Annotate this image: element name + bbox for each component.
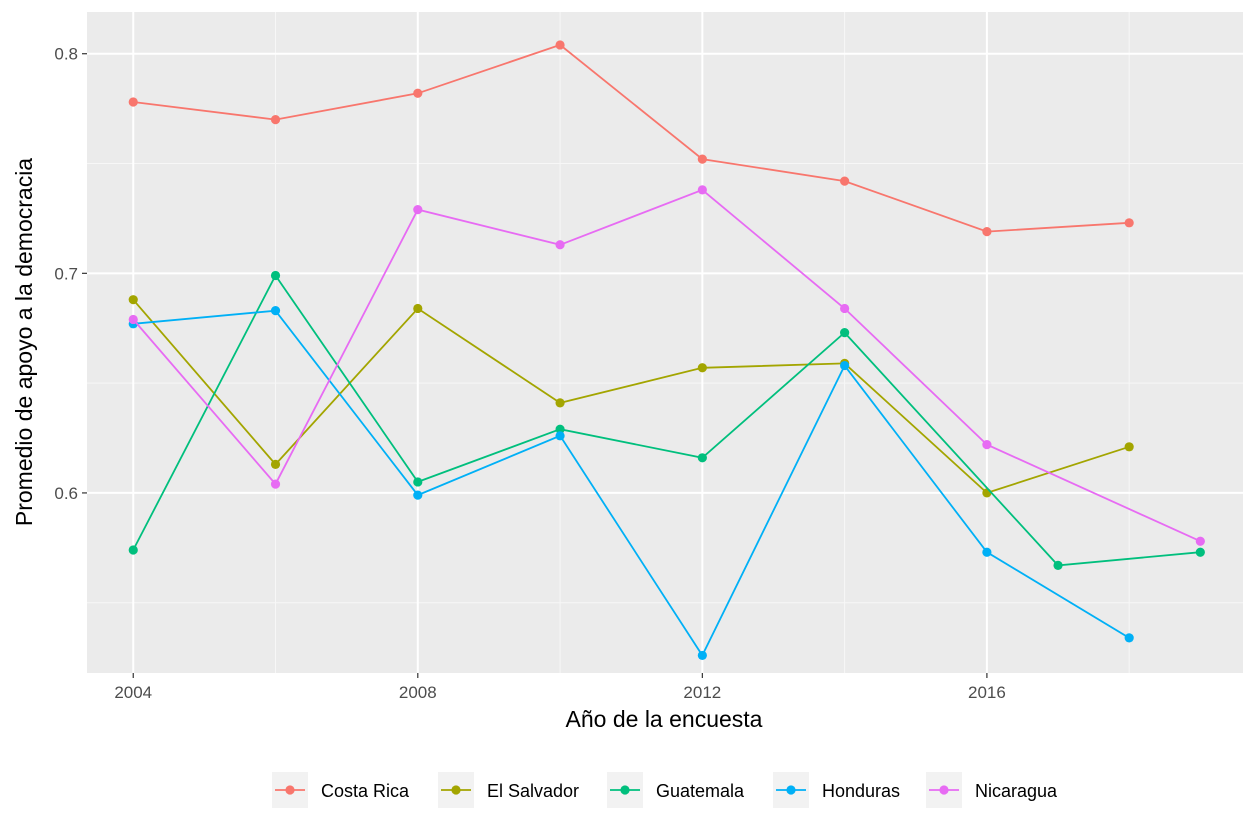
data-point-guatemala bbox=[1053, 560, 1063, 570]
data-point-costa-rica bbox=[413, 88, 423, 98]
data-point-costa-rica bbox=[697, 154, 707, 164]
data-point-el-salvador bbox=[555, 398, 565, 408]
x-axis: 2004 2008 2012 2016 bbox=[114, 673, 1006, 702]
data-point-costa-rica bbox=[1124, 218, 1134, 228]
y-tick-label: 0.7 bbox=[54, 264, 78, 283]
data-point-guatemala bbox=[413, 477, 423, 487]
y-tick-label: 0.6 bbox=[54, 484, 78, 503]
data-point-honduras bbox=[555, 431, 565, 441]
legend-label-costa-rica: Costa Rica bbox=[321, 781, 410, 801]
data-point-honduras bbox=[270, 306, 281, 316]
data-point-el-salvador bbox=[1124, 442, 1134, 452]
plot-panel bbox=[87, 12, 1243, 673]
data-point-nicaragua bbox=[697, 185, 707, 195]
legend-key-point-honduras bbox=[786, 785, 796, 795]
data-point-costa-rica bbox=[840, 176, 850, 186]
x-tick-label: 2004 bbox=[114, 683, 152, 702]
data-point-honduras bbox=[413, 490, 423, 500]
data-point-el-salvador bbox=[128, 295, 138, 305]
data-point-el-salvador bbox=[697, 363, 707, 373]
data-point-costa-rica bbox=[982, 227, 992, 237]
series-layer bbox=[128, 40, 1205, 661]
data-point-guatemala bbox=[840, 328, 850, 338]
legend-label-guatemala: Guatemala bbox=[656, 781, 745, 801]
y-axis-title: Promedio de apoyo a la democracia bbox=[11, 158, 37, 526]
legend-key-point-guatemala bbox=[620, 785, 630, 795]
data-point-costa-rica bbox=[128, 97, 138, 107]
series-line-nicaragua bbox=[132, 188, 1201, 543]
data-point-nicaragua bbox=[840, 303, 850, 314]
series-line-honduras bbox=[133, 309, 1130, 658]
data-point-nicaragua bbox=[1195, 536, 1205, 546]
data-point-guatemala bbox=[555, 424, 565, 434]
data-point-el-salvador bbox=[413, 303, 423, 314]
data-point-nicaragua bbox=[128, 314, 138, 325]
legend-label-honduras: Honduras bbox=[822, 781, 900, 801]
y-axis: 0.6 0.7 0.8 bbox=[54, 45, 87, 503]
legend-label-nicaragua: Nicaragua bbox=[975, 781, 1058, 801]
x-tick-label: 2016 bbox=[968, 683, 1006, 702]
legend-key-point-nicaragua bbox=[939, 785, 949, 795]
data-point-costa-rica bbox=[555, 40, 565, 50]
y-tick-label: 0.8 bbox=[54, 45, 78, 64]
data-point-nicaragua bbox=[413, 205, 423, 215]
data-point-guatemala bbox=[270, 270, 281, 281]
data-point-nicaragua bbox=[270, 479, 281, 489]
data-point-el-salvador bbox=[982, 488, 992, 498]
data-point-guatemala bbox=[128, 545, 138, 555]
legend: Costa Rica El Salvador Guatemala Honduras Ni… bbox=[272, 772, 1058, 808]
series-line-costa-rica bbox=[133, 43, 1130, 233]
legend-key-point-el-salvador bbox=[451, 785, 461, 795]
x-axis-title: Año de la encuesta bbox=[566, 706, 763, 732]
data-point-honduras bbox=[982, 547, 992, 557]
legend-label-el-salvador: El Salvador bbox=[487, 781, 579, 801]
data-point-guatemala bbox=[697, 453, 707, 463]
data-point-nicaragua bbox=[982, 440, 992, 450]
x-tick-label: 2012 bbox=[683, 683, 721, 702]
data-point-el-salvador bbox=[270, 459, 281, 469]
x-tick-label: 2008 bbox=[399, 683, 437, 702]
data-point-honduras bbox=[840, 360, 850, 371]
legend-key-point-costa-rica bbox=[285, 785, 295, 795]
grid-minor bbox=[87, 12, 1243, 673]
data-point-honduras bbox=[1124, 633, 1134, 643]
data-point-nicaragua bbox=[555, 240, 565, 250]
data-point-honduras bbox=[697, 650, 707, 661]
data-point-costa-rica bbox=[270, 115, 281, 125]
grid-major bbox=[87, 12, 1243, 673]
data-point-guatemala bbox=[1195, 547, 1205, 557]
series-line-guatemala bbox=[132, 273, 1201, 567]
